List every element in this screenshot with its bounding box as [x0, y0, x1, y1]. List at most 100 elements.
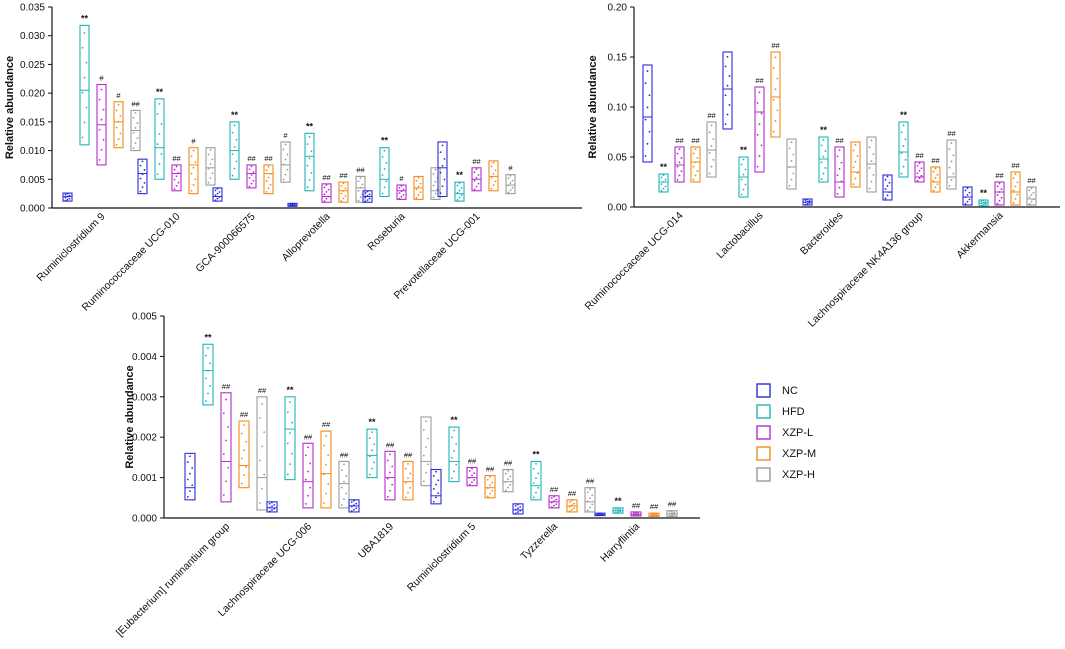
- data-point: [385, 162, 388, 164]
- data-point: [998, 182, 1001, 185]
- legend-swatch-hfd: [756, 404, 771, 419]
- significance-mark: **: [900, 110, 908, 120]
- data-point: [175, 175, 178, 178]
- data-point: [1032, 198, 1035, 201]
- data-point: [386, 459, 389, 462]
- significance-mark: ##: [675, 136, 684, 145]
- data-point: [553, 504, 555, 507]
- data-point: [81, 46, 84, 49]
- data-point: [655, 513, 658, 516]
- legend-swatch-xzp-l: [756, 425, 771, 440]
- data-point: [366, 190, 369, 193]
- significance-mark: #: [191, 137, 196, 146]
- y-tick-label: 0.004: [132, 352, 157, 363]
- data-point: [980, 200, 983, 203]
- box-xzp-l: [321, 183, 332, 203]
- data-point: [455, 443, 458, 446]
- data-point: [139, 190, 142, 193]
- data-point: [568, 501, 571, 503]
- data-point: [66, 192, 69, 195]
- data-point: [263, 431, 266, 434]
- data-point: [456, 191, 459, 194]
- box-xzp-l: [171, 164, 182, 192]
- data-point: [192, 149, 195, 152]
- data-point: [284, 158, 287, 161]
- data-point: [419, 191, 422, 194]
- data-point: [756, 102, 759, 104]
- box-xzp-l: [220, 392, 232, 503]
- data-point: [225, 480, 227, 483]
- y-tick-label: 0.015: [20, 117, 45, 128]
- data-point: [555, 503, 558, 506]
- data-point: [271, 501, 273, 504]
- data-point: [710, 145, 713, 147]
- data-point: [820, 161, 823, 164]
- data-point: [984, 200, 987, 203]
- data-point: [966, 193, 969, 196]
- data-point: [535, 477, 537, 480]
- data-point: [359, 196, 362, 199]
- data-point: [1028, 202, 1031, 205]
- data-point: [756, 133, 759, 136]
- data-point: [573, 502, 576, 505]
- data-point: [156, 113, 159, 115]
- data-point: [984, 203, 987, 206]
- data-point: [455, 463, 458, 466]
- data-point: [415, 197, 418, 199]
- y-axis-title: Relative abundance: [587, 55, 599, 158]
- data-point: [235, 138, 238, 141]
- data-point: [680, 170, 683, 172]
- data-point: [434, 192, 437, 195]
- data-point: [710, 124, 713, 127]
- data-point: [458, 196, 461, 199]
- data-point: [265, 180, 268, 182]
- x-category-label: Lachnospiraceae UCG-006: [216, 521, 315, 620]
- significance-mark: **: [740, 145, 748, 155]
- data-point: [662, 174, 665, 177]
- significance-mark: ##: [322, 173, 331, 182]
- data-point: [64, 193, 67, 196]
- data-point: [386, 477, 389, 480]
- data-point: [83, 31, 86, 34]
- data-point: [514, 508, 517, 511]
- data-point: [1016, 181, 1019, 184]
- data-point: [836, 174, 839, 177]
- box-nc: [642, 64, 653, 163]
- significance-mark: ##: [568, 489, 577, 498]
- data-point: [568, 505, 571, 508]
- data-point: [648, 94, 651, 97]
- data-point: [385, 180, 388, 183]
- data-point: [214, 199, 217, 202]
- data-point: [553, 500, 555, 502]
- data-point: [66, 195, 69, 198]
- data-point: [571, 504, 573, 507]
- data-point: [668, 510, 671, 513]
- box-xzp-l: [994, 181, 1005, 206]
- data-point: [788, 166, 791, 169]
- data-point: [586, 500, 589, 503]
- data-point: [216, 197, 219, 200]
- data-point: [1014, 197, 1017, 200]
- significance-mark: **: [204, 332, 212, 342]
- data-point: [537, 486, 540, 489]
- data-point: [190, 189, 193, 192]
- data-point: [550, 501, 553, 504]
- data-point: [248, 176, 251, 179]
- data-point: [458, 189, 461, 192]
- data-point: [371, 449, 373, 452]
- data-point: [293, 203, 296, 206]
- data-point: [268, 510, 271, 513]
- data-point: [694, 161, 697, 164]
- data-point: [252, 179, 255, 182]
- box-xzp-l: [384, 450, 396, 501]
- box-xzp-h: [505, 174, 516, 195]
- data-point: [258, 459, 261, 462]
- data-point: [102, 108, 105, 111]
- data-point: [173, 188, 176, 191]
- x-category-label: GCA-900066575: [193, 211, 257, 275]
- data-point: [996, 185, 999, 188]
- data-point: [486, 478, 489, 481]
- data-point: [271, 505, 273, 508]
- data-point: [676, 152, 679, 155]
- data-point: [902, 124, 905, 127]
